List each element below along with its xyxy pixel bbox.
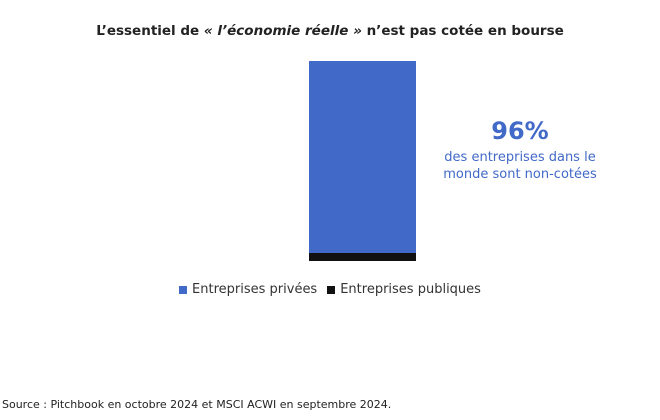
chart-title-prefix: L’essentiel de (96, 23, 204, 39)
legend-item-private: Entreprises privées (179, 282, 317, 297)
bar-segment-private (309, 61, 416, 253)
legend-label-private: Entreprises privées (192, 282, 318, 297)
legend-swatch-public (327, 285, 336, 294)
chart-title-suffix: n’est pas cotée en bourse (361, 23, 564, 39)
legend-swatch-private (179, 285, 188, 294)
chart-title-emphasis: « l’économie réelle » (203, 23, 362, 39)
bar-group (309, 61, 416, 261)
chart-title: L’essentiel de « l’économie réelle » n’e… (0, 23, 660, 39)
chart-legend: Entreprises privées Entreprises publique… (0, 282, 660, 297)
source-note: Source : Pitchbook en octobre 2024 et MS… (2, 398, 392, 411)
callout-text-line2: monde sont non-cotées (443, 167, 597, 182)
callout-text-line1: des entreprises dans le (444, 150, 596, 165)
legend-item-public: Entreprises publiques (327, 282, 481, 297)
percentage-callout: 96% des entreprises dans le monde sont n… (420, 116, 620, 183)
callout-description: des entreprises dans le monde sont non-c… (420, 149, 620, 183)
bar-segment-public (309, 253, 416, 261)
callout-value: 96% (491, 117, 549, 145)
legend-label-public: Entreprises publiques (340, 282, 481, 297)
